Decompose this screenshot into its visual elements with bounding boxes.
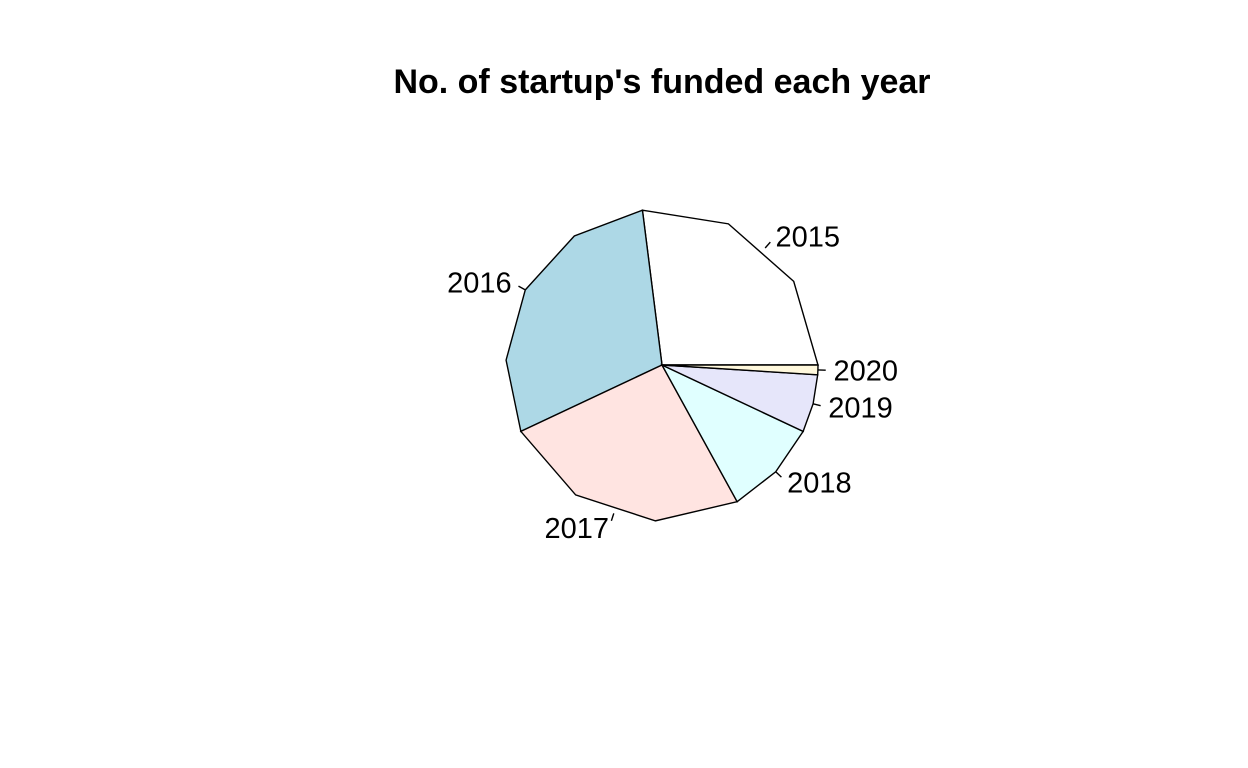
leader-line-2018 — [775, 471, 782, 478]
leader-line-2019 — [812, 403, 821, 407]
pie-label-2019: 2019 — [828, 393, 893, 425]
pie-slices — [505, 209, 819, 522]
chart-title: No. of startup's funded each year — [393, 63, 930, 101]
pie-leader-lines — [518, 241, 826, 521]
leader-line-2017 — [610, 513, 615, 521]
pie-label-2017: 2017 — [544, 513, 609, 545]
leader-line-2016 — [518, 285, 526, 291]
leader-line-2015 — [764, 241, 771, 249]
pie-labels: 2015 2016 2017 2018 2019 2020 — [447, 221, 898, 545]
pie-label-2015: 2015 — [775, 221, 840, 253]
pie-label-2016: 2016 — [447, 267, 512, 299]
pie-label-2020: 2020 — [834, 355, 899, 387]
pie-label-2018: 2018 — [787, 467, 852, 499]
